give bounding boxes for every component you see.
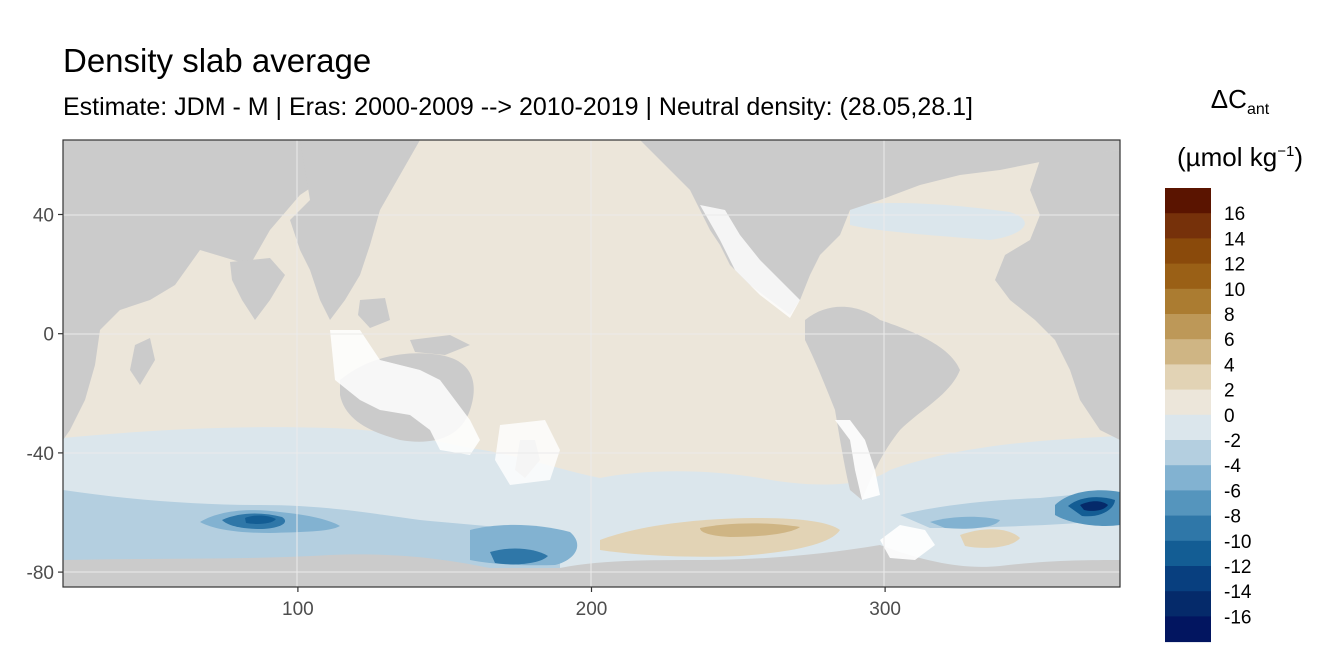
legend-color-step [1165,288,1211,315]
x-axis: 100 200 300 [282,587,901,620]
land-asia [290,140,420,320]
legend-color-step [1165,213,1211,239]
legend-break-label: -8 [1224,507,1241,528]
legend-break-label: 8 [1224,305,1235,326]
amundsen-positive-core [700,523,800,537]
plot-subtitle: Estimate: JDM - M | Eras: 2000-2009 --> … [63,93,973,121]
legend-color-step [1165,465,1211,491]
land-europe-africa [995,150,1120,440]
legend-color-step [1165,263,1211,290]
land-india [230,258,285,320]
legend-break-label: 6 [1224,330,1235,351]
legend-title-unit: (µmol kg−1) [1177,142,1303,172]
legend-title-variable: ΔCant [1210,84,1270,118]
legend-break-label: 12 [1224,255,1245,276]
southern-ocean-band-indian [63,430,470,470]
land-south-america [805,306,960,500]
y-axis: 40 0 -40 -80 [27,206,63,584]
legend-color-step [1165,591,1211,617]
north-atlantic-blue [850,202,1025,240]
legend-color-step [1165,616,1211,643]
legend-color-step [1165,188,1211,214]
shelf-gap-asia [330,330,480,455]
x-tick-label: 100 [282,599,314,620]
legend-color-step [1165,440,1211,466]
indian-minimum-core [245,515,276,524]
shelf-gap-sa [835,420,880,500]
legend-break-label: 0 [1224,406,1235,427]
legend-break-label: -10 [1224,532,1251,553]
legend-color-step [1165,364,1211,391]
legend-break-label: 16 [1224,204,1245,225]
x-tick-label: 200 [576,599,608,620]
legend-color-step [1165,490,1211,517]
gridlines [63,140,1120,587]
legend-break-label: 14 [1224,229,1246,250]
legend-color-step [1165,389,1211,416]
legend-break-label: -6 [1224,481,1241,502]
y-tick-label: 0 [43,325,54,346]
x-tick-label: 300 [869,599,901,620]
land-borneo [358,298,390,328]
legend-break-label: -2 [1224,431,1241,452]
shelf-gap-antarctic [880,525,935,560]
legend-break-label: -14 [1224,582,1252,603]
weddell-negative [930,516,1000,529]
legend-break-label: -4 [1224,456,1241,477]
legend-break-label: 10 [1224,280,1245,301]
y-tick-label: -80 [27,563,54,584]
plot-title: Density slab average [63,42,372,79]
legend-labels: 16 14 12 10 8 6 4 2 0 -2 -4 -6 -8 -10 -12 -14 -16 [1224,204,1252,628]
legend-color-step [1165,238,1211,265]
legend-break-label: -16 [1224,607,1251,628]
legend-color-step [1165,339,1211,365]
land-new-guinea [410,335,470,355]
legend-break-label: 4 [1224,355,1235,376]
legend-colorbar [1165,188,1211,643]
y-tick-label: -40 [27,444,54,465]
shelf-gaps [330,205,935,560]
legend-color-step [1165,414,1211,441]
y-tick-label: 40 [33,206,54,227]
legend-color-step [1165,566,1211,592]
legend-break-label: 2 [1224,381,1235,402]
legend-color-step [1165,515,1211,542]
weddell-positive [960,529,1020,548]
land-madagascar [130,338,155,385]
legend-color-step [1165,540,1211,567]
ross-minimum-inner [490,548,548,565]
legend-break-label: -12 [1224,557,1251,578]
atlantic-minimum-core [1080,501,1108,511]
legend-color-step [1165,314,1211,340]
shelf-gap-na [700,205,800,318]
